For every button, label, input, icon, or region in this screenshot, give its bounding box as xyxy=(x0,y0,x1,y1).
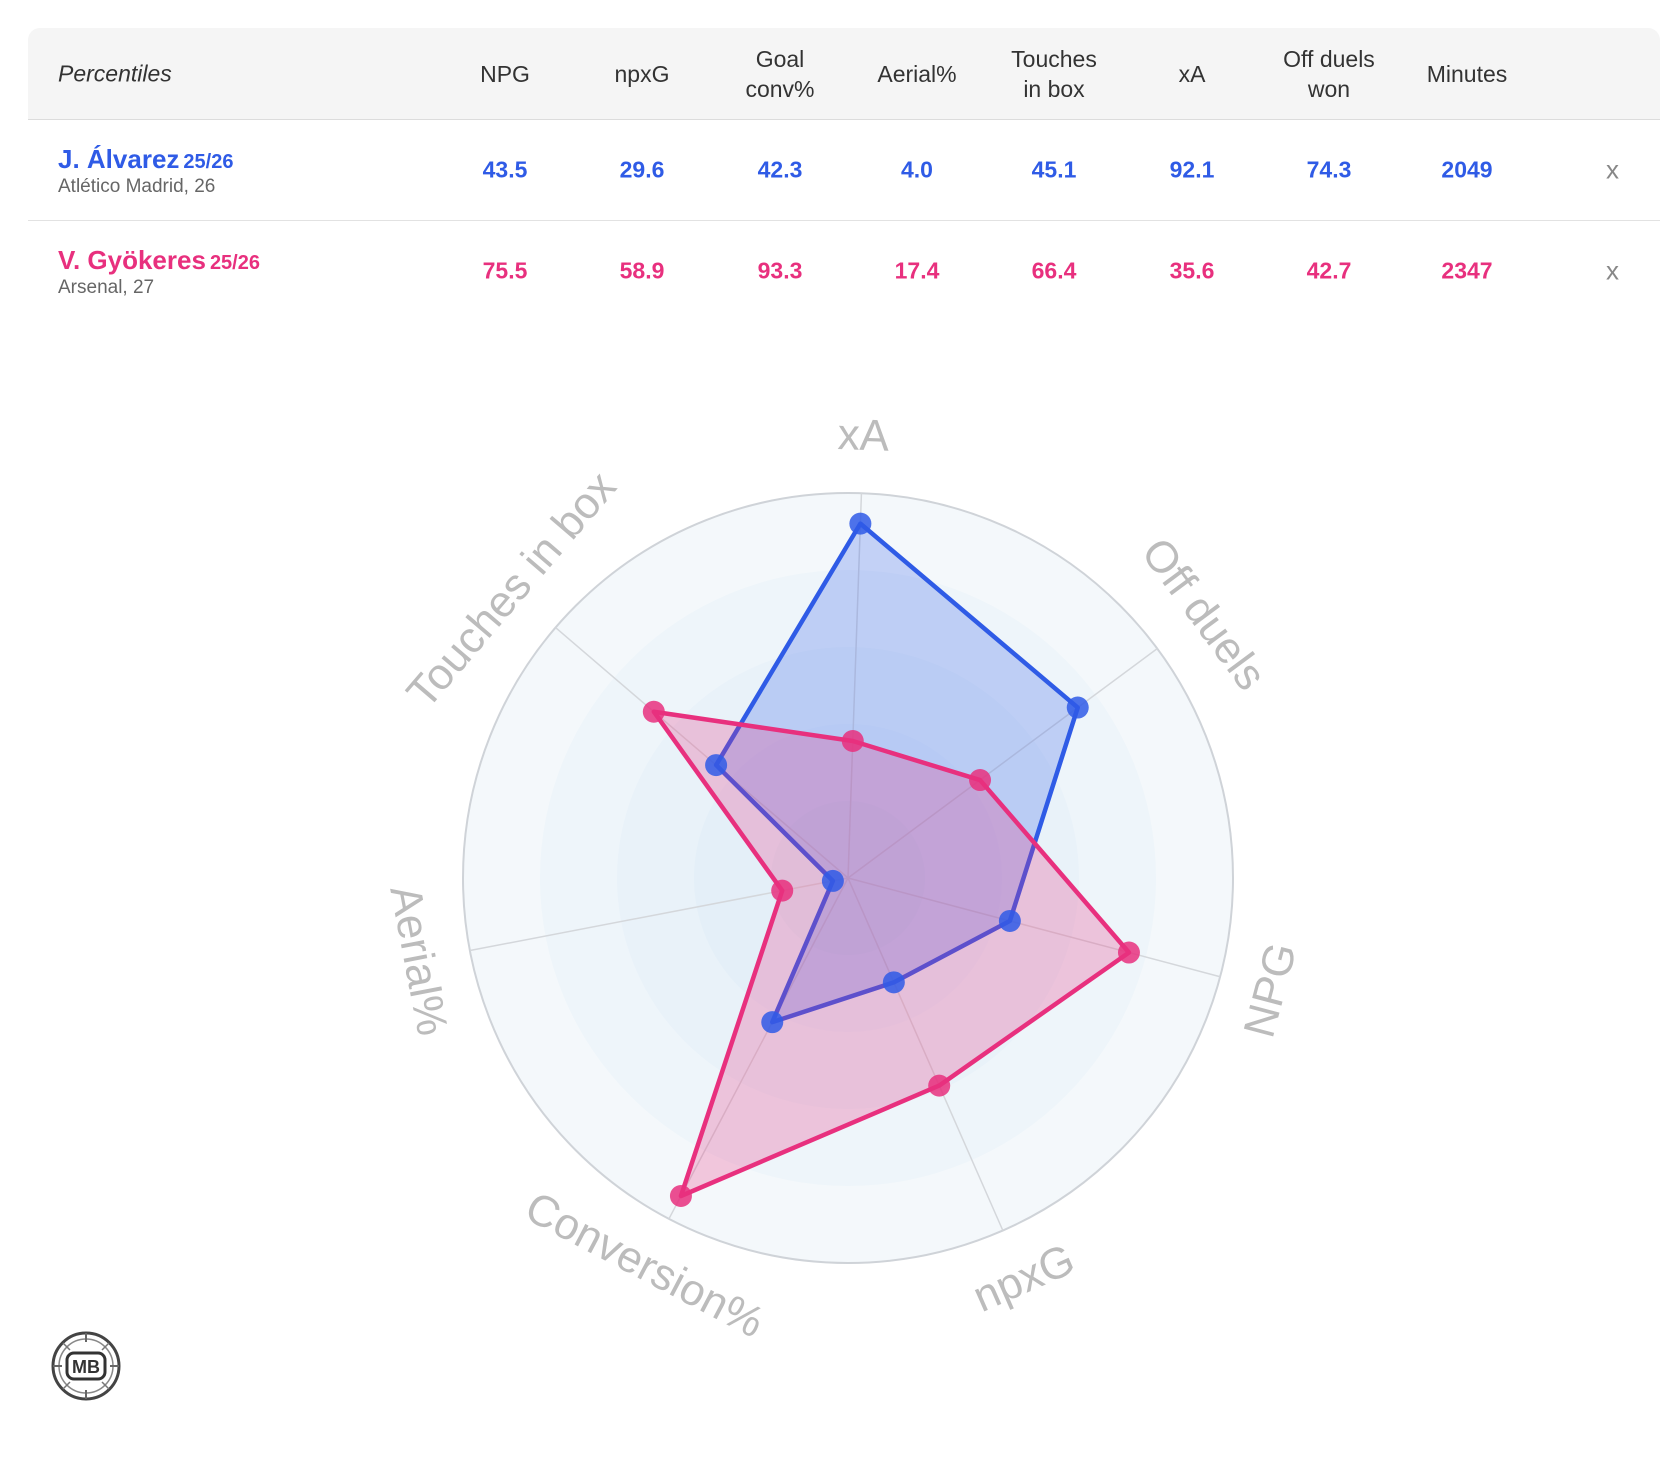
radar-point[interactable] xyxy=(969,769,992,792)
column-header-minutes[interactable]: Minutes xyxy=(1426,60,1508,87)
remove-player-button[interactable]: x xyxy=(1606,154,1619,185)
radar-points xyxy=(642,512,1140,1207)
radar-spoke xyxy=(847,877,1221,978)
value-off-duels-won: 42.7 xyxy=(1306,257,1352,284)
radar-point[interactable] xyxy=(841,730,864,753)
player-season: 25/26 xyxy=(183,151,234,173)
column-header-off-duels-won[interactable]: Off duels won xyxy=(1283,45,1375,102)
percentiles-table: Percentiles NPG npxG Goal conv% Aerial% T… xyxy=(28,28,1660,321)
radar-point[interactable] xyxy=(705,754,728,777)
radar-point[interactable] xyxy=(642,700,665,723)
player-season: 25/26 xyxy=(209,252,260,274)
value-npxg: 29.6 xyxy=(619,156,665,183)
radar-axis-label: NPG xyxy=(1235,938,1307,1043)
table-row: V. Gyökeres 25/26 Arsenal, 27 75.5 58.9 9… xyxy=(28,221,1660,321)
radar-point[interactable] xyxy=(1117,941,1140,964)
radar-point[interactable] xyxy=(849,512,872,535)
percentiles-label: Percentiles xyxy=(58,60,172,86)
player-info: J. Álvarez 25/26 Atlético Madrid, 26 xyxy=(58,144,233,198)
radar-outer-ring xyxy=(462,492,1234,1264)
svg-text:MB: MB xyxy=(72,1357,100,1377)
radar-spoke xyxy=(555,627,849,879)
value-xa: 92.1 xyxy=(1169,156,1215,183)
radar-point[interactable] xyxy=(998,909,1021,932)
player-team: Arsenal, 27 xyxy=(58,277,155,298)
value-minutes: 2049 xyxy=(1441,156,1493,183)
column-header-xa[interactable]: xA xyxy=(1178,60,1206,87)
radar-point[interactable] xyxy=(882,971,905,994)
remove-player-button[interactable]: x xyxy=(1606,255,1619,286)
radar-axis-label: npxG xyxy=(966,1235,1082,1322)
radar-series-polygon xyxy=(713,521,1080,1025)
player-info: V. Gyökeres 25/26 Arsenal, 27 xyxy=(58,245,260,299)
radar-series-polygon xyxy=(651,709,1132,1199)
radar-spoke xyxy=(668,877,849,1220)
value-minutes: 2347 xyxy=(1441,257,1493,284)
value-goal-conv: 42.3 xyxy=(757,156,803,183)
table-row: J. Álvarez 25/26 Atlético Madrid, 26 43.5… xyxy=(28,120,1660,221)
table-header: Percentiles NPG npxG Goal conv% Aerial% T… xyxy=(28,28,1660,120)
value-touches-in-box: 45.1 xyxy=(1031,156,1077,183)
value-npxg: 58.9 xyxy=(619,257,665,284)
radar-point[interactable] xyxy=(1066,696,1089,719)
radar-spoke xyxy=(847,877,1004,1231)
column-header-aerial[interactable]: Aerial% xyxy=(877,60,957,87)
player-name[interactable]: V. Gyökeres xyxy=(58,245,206,275)
radar-spoke xyxy=(847,493,863,879)
radar-spoke xyxy=(847,648,1158,879)
radar-point[interactable] xyxy=(761,1011,784,1034)
column-header-goal-conv[interactable]: Goal conv% xyxy=(745,45,815,102)
radar-axis-label: Aerial% xyxy=(380,881,457,1039)
mb-logo: MB xyxy=(51,1331,121,1401)
player-name[interactable]: J. Álvarez xyxy=(58,144,180,174)
column-header-npxg[interactable]: npxG xyxy=(614,60,670,87)
value-touches-in-box: 66.4 xyxy=(1031,257,1077,284)
radar-series xyxy=(651,521,1132,1199)
value-aerial: 4.0 xyxy=(901,156,933,183)
radar-point[interactable] xyxy=(669,1184,692,1207)
player-team: Atlético Madrid, 26 xyxy=(58,176,216,197)
value-off-duels-won: 74.3 xyxy=(1306,156,1352,183)
value-npg: 75.5 xyxy=(482,257,528,284)
radar-point[interactable] xyxy=(928,1074,951,1097)
column-header-touches-in-box[interactable]: Touches in box xyxy=(1011,45,1097,102)
radar-point[interactable] xyxy=(821,869,844,892)
radar-axis-label: xA xyxy=(837,410,891,461)
column-header-npg[interactable]: NPG xyxy=(480,60,530,87)
value-xa: 35.6 xyxy=(1169,257,1215,284)
value-goal-conv: 93.3 xyxy=(757,257,803,284)
value-aerial: 17.4 xyxy=(894,257,940,284)
value-npg: 43.5 xyxy=(482,156,528,183)
radar-point[interactable] xyxy=(771,879,794,902)
